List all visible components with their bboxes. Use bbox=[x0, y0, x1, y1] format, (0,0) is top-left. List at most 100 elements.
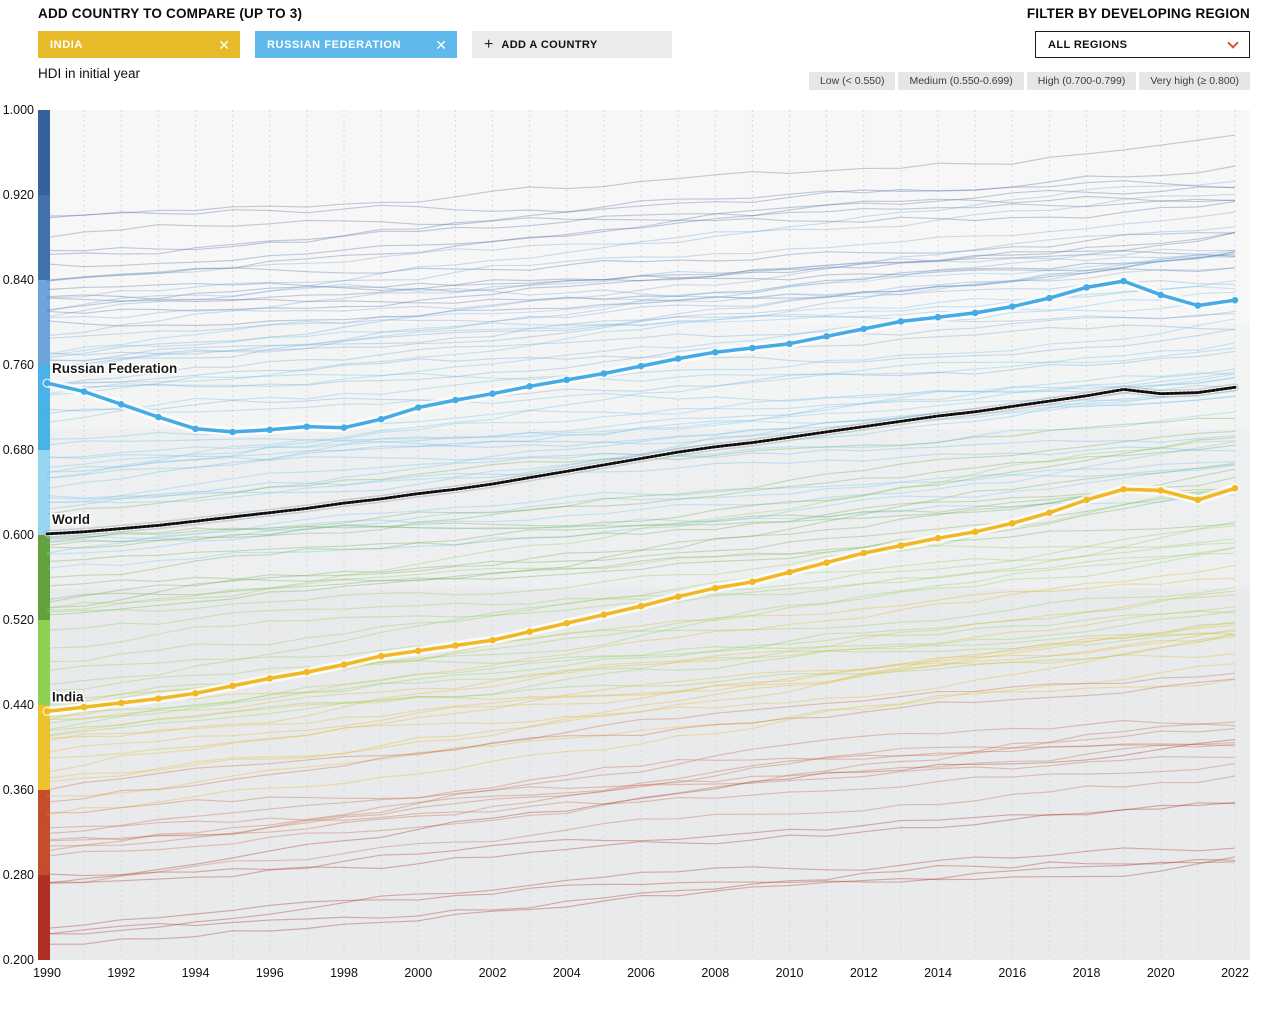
background-country-line bbox=[46, 395, 1236, 459]
add-country-button[interactable]: + ADD A COUNTRY bbox=[472, 31, 672, 58]
legend-pill-high[interactable]: High (0.700-0.799) bbox=[1026, 72, 1137, 90]
background-country-line bbox=[46, 165, 1236, 217]
background-country-line bbox=[46, 801, 1236, 883]
background-country-line bbox=[46, 298, 1236, 370]
series-dot-india bbox=[711, 584, 719, 592]
background-country-line bbox=[46, 446, 1236, 500]
background-country-line bbox=[46, 444, 1236, 543]
y-axis-tick-label: 0.600 bbox=[3, 528, 34, 542]
background-country-line bbox=[46, 622, 1236, 732]
hdi-color-scale-segment bbox=[38, 875, 50, 960]
background-country-line bbox=[46, 775, 1236, 885]
x-axis-tick-label: 2000 bbox=[404, 966, 432, 980]
series-dot-russian-federation bbox=[674, 355, 682, 362]
background-country-line bbox=[46, 538, 1236, 611]
background-country-line bbox=[46, 441, 1236, 544]
country-chip-india[interactable]: INDIA ✕ bbox=[38, 31, 240, 58]
hdi-color-scale-segment bbox=[38, 365, 50, 450]
background-country-line bbox=[46, 253, 1236, 304]
background-country-line bbox=[46, 460, 1236, 554]
y-axis-tick-label: 0.200 bbox=[3, 953, 34, 967]
background-country-line bbox=[46, 373, 1236, 479]
background-country-line bbox=[46, 256, 1235, 356]
x-axis-tick-label: 1996 bbox=[256, 966, 284, 980]
background-country-line bbox=[46, 232, 1236, 303]
series-dot-russian-federation bbox=[897, 318, 905, 325]
region-filter-select[interactable]: ALL REGIONS bbox=[1035, 31, 1250, 58]
background-country-line bbox=[46, 195, 1236, 268]
remove-country-icon[interactable]: ✕ bbox=[435, 36, 447, 53]
country-chip-russian-federation[interactable]: RUSSIAN FEDERATION ✕ bbox=[255, 31, 457, 58]
series-dot-russian-federation bbox=[489, 390, 496, 397]
series-label-russian-federation: Russian Federation bbox=[52, 361, 177, 376]
background-country-line bbox=[46, 180, 1236, 281]
series-dot-india bbox=[1008, 520, 1016, 527]
series-line-world[interactable] bbox=[45, 385, 1237, 536]
background-country-line bbox=[46, 762, 1236, 829]
y-axis-tick-label: 1.000 bbox=[3, 103, 34, 117]
background-country-line bbox=[46, 231, 1236, 314]
x-axis-tick-label: 2004 bbox=[553, 966, 581, 980]
series-dot-russian-federation bbox=[786, 340, 793, 348]
series-dot-russian-federation bbox=[377, 415, 385, 423]
series-label-india: India bbox=[52, 689, 84, 704]
x-axis-tick-label: 2012 bbox=[850, 966, 878, 980]
x-axis-tick-label: 2016 bbox=[998, 966, 1026, 980]
hdi-category-legend: Low (< 0.550) Medium (0.550-0.699) High … bbox=[806, 72, 1250, 90]
series-dot-india bbox=[192, 690, 199, 697]
legend-pill-medium[interactable]: Medium (0.550-0.699) bbox=[898, 72, 1024, 90]
background-country-line bbox=[46, 193, 1236, 299]
background-country-line bbox=[46, 440, 1236, 610]
background-country-line bbox=[46, 847, 1236, 935]
background-country-line bbox=[46, 488, 1236, 563]
series-dot-india bbox=[1157, 487, 1165, 494]
background-country-line bbox=[46, 435, 1236, 510]
legend-pill-very-high[interactable]: Very high (≥ 0.800) bbox=[1139, 72, 1250, 90]
background-country-line bbox=[47, 856, 1236, 945]
series-dot-india bbox=[489, 636, 496, 644]
filter-region-title: FILTER BY DEVELOPING REGION bbox=[1026, 6, 1250, 21]
background-country-line bbox=[46, 186, 1236, 282]
background-country-line bbox=[46, 376, 1236, 489]
background-country-line bbox=[46, 267, 1236, 327]
chart-canvas[interactable]: World India Russian Federation 1.000 0.920 0.… bbox=[0, 100, 1282, 1000]
background-country-line bbox=[46, 324, 1236, 389]
background-country-line bbox=[46, 678, 1236, 803]
series-dot-india bbox=[43, 708, 51, 715]
series-dot-russian-federation bbox=[934, 313, 942, 321]
series-dot-india bbox=[452, 642, 459, 649]
background-country-line bbox=[46, 211, 1236, 318]
background-country-line bbox=[46, 267, 1236, 339]
background-country-line bbox=[46, 564, 1236, 718]
background-country-line bbox=[46, 606, 1236, 720]
background-country-line bbox=[46, 342, 1236, 396]
remove-country-icon[interactable]: ✕ bbox=[218, 36, 230, 53]
background-country-line bbox=[46, 741, 1236, 842]
background-country-line bbox=[46, 802, 1236, 877]
series-dot-india bbox=[414, 647, 422, 655]
background-country-line bbox=[46, 743, 1236, 847]
legend-pill-low[interactable]: Low (< 0.550) bbox=[808, 72, 896, 90]
series-dot-india bbox=[786, 568, 793, 576]
region-select-value: ALL REGIONS bbox=[1048, 38, 1128, 51]
background-country-line bbox=[46, 250, 1236, 293]
background-country-line bbox=[46, 488, 1236, 579]
background-country-line bbox=[46, 387, 1236, 448]
y-axis-tick-label: 0.440 bbox=[3, 698, 34, 712]
background-country-line bbox=[46, 634, 1236, 737]
background-country-line bbox=[46, 313, 1236, 367]
background-country-line bbox=[46, 430, 1236, 549]
series-dot-india bbox=[897, 542, 905, 549]
background-country-line bbox=[46, 280, 1236, 319]
series-dot-russian-federation bbox=[117, 401, 125, 408]
series-dot-russian-federation bbox=[1231, 296, 1239, 304]
series-dot-india bbox=[934, 534, 942, 542]
background-country-line bbox=[46, 487, 1236, 613]
background-country-line bbox=[46, 180, 1236, 252]
series-dot-russian-federation bbox=[971, 309, 979, 317]
country-chip-label: INDIA bbox=[50, 38, 83, 51]
background-country-line bbox=[46, 546, 1236, 691]
y-axis-tick-label: 0.760 bbox=[3, 358, 34, 372]
series-dot-russian-federation bbox=[1046, 294, 1053, 302]
background-country-line bbox=[46, 590, 1236, 725]
